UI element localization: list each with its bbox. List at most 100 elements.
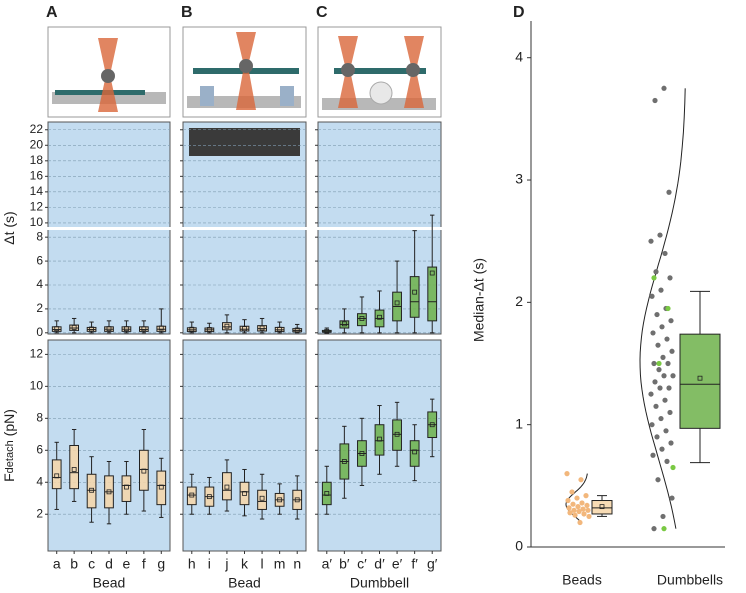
y-axis-label-unit: (pN) xyxy=(1,409,17,436)
y-tick-label: 2 xyxy=(36,506,43,520)
data-point xyxy=(569,489,575,495)
data-point xyxy=(661,85,667,91)
data-point xyxy=(571,507,577,513)
box xyxy=(86,473,97,509)
box xyxy=(392,419,402,451)
x-tick-label: h xyxy=(188,556,196,572)
mean xyxy=(324,491,330,496)
y-tick-label: 8 xyxy=(36,410,43,424)
data-point xyxy=(652,379,658,385)
y-tick-label: 4 xyxy=(36,474,43,488)
mean xyxy=(54,473,60,479)
data-point xyxy=(665,305,671,312)
data-point xyxy=(658,287,664,293)
data-point xyxy=(657,232,663,238)
data-point xyxy=(670,373,676,379)
data-point xyxy=(654,311,660,318)
data-point xyxy=(665,360,671,367)
axis-break xyxy=(40,227,178,230)
data-point xyxy=(660,513,666,520)
y-tick-label: 1 xyxy=(515,415,523,431)
data-point xyxy=(580,506,586,512)
data-point xyxy=(666,189,672,195)
data-point xyxy=(659,324,665,330)
box xyxy=(121,475,132,502)
schematic-a xyxy=(47,26,171,118)
box xyxy=(239,481,250,506)
panel-label: C xyxy=(316,4,328,21)
data-point xyxy=(669,348,675,354)
data-point xyxy=(576,508,582,515)
data-point xyxy=(657,385,663,391)
mean xyxy=(377,436,382,442)
x-tick-label: c′ xyxy=(357,556,367,572)
x-tick-label: b′ xyxy=(339,556,350,572)
mean xyxy=(189,492,195,498)
mean xyxy=(206,327,212,332)
x-tick-label: m xyxy=(274,556,286,572)
data-point xyxy=(669,495,675,501)
mean xyxy=(54,326,60,332)
data-point xyxy=(583,493,589,499)
x-axis-label: Bead xyxy=(93,575,126,591)
x-axis-label: Dumbbell xyxy=(350,575,409,591)
data-point xyxy=(650,330,656,336)
y-axis-label: Median-Δt (s) xyxy=(471,258,487,342)
data-point xyxy=(662,397,668,403)
data-point xyxy=(661,373,667,379)
mean xyxy=(294,327,300,333)
data-point xyxy=(667,409,673,416)
mean xyxy=(412,449,418,455)
y-axis-label-main: F xyxy=(1,473,17,482)
mean xyxy=(429,422,435,428)
data-point xyxy=(574,495,580,501)
mean xyxy=(697,375,703,381)
y-tick-label: 4 xyxy=(36,277,43,291)
data-point xyxy=(564,471,570,477)
data-point xyxy=(581,511,587,517)
panel-label: D xyxy=(513,4,525,21)
mean xyxy=(89,326,94,332)
data-point xyxy=(664,458,670,464)
schematic-b xyxy=(182,26,307,118)
x-tick-label: g xyxy=(157,556,165,572)
data-point xyxy=(656,360,662,367)
data-point xyxy=(565,497,571,504)
mean xyxy=(341,321,347,327)
data-point xyxy=(668,440,674,446)
x-tick-label: c xyxy=(88,556,95,572)
y-tick-label: 14 xyxy=(30,184,44,198)
data-point xyxy=(567,510,573,516)
box xyxy=(321,481,332,506)
data-point xyxy=(667,275,673,281)
y-tick-label: 12 xyxy=(30,200,44,214)
x-tick-label: e xyxy=(123,556,131,572)
mean xyxy=(394,431,400,437)
mean xyxy=(189,326,195,332)
mean xyxy=(141,468,147,474)
data-point xyxy=(570,501,576,507)
axis-break xyxy=(175,227,314,230)
mean xyxy=(429,270,435,276)
box xyxy=(427,266,438,322)
y-tick-label: 6 xyxy=(36,442,43,456)
data-point xyxy=(654,434,660,440)
y-tick-label: 0 xyxy=(515,538,523,554)
data-point xyxy=(585,507,591,513)
data-point xyxy=(651,275,657,281)
x-tick-label: k xyxy=(241,556,249,572)
box xyxy=(156,470,167,506)
mean xyxy=(277,326,283,332)
box xyxy=(139,449,149,491)
mean xyxy=(294,497,300,503)
box xyxy=(409,276,420,318)
data-point xyxy=(575,504,581,510)
x-tick-label: l xyxy=(261,556,264,572)
x-tick-label: f′ xyxy=(411,556,418,572)
x-tick-label: f xyxy=(142,556,146,572)
data-point xyxy=(656,367,662,373)
y-axis-label-main: Δt (s) xyxy=(1,211,17,244)
data-point xyxy=(577,519,583,526)
mean xyxy=(412,289,418,295)
mean xyxy=(124,484,129,490)
